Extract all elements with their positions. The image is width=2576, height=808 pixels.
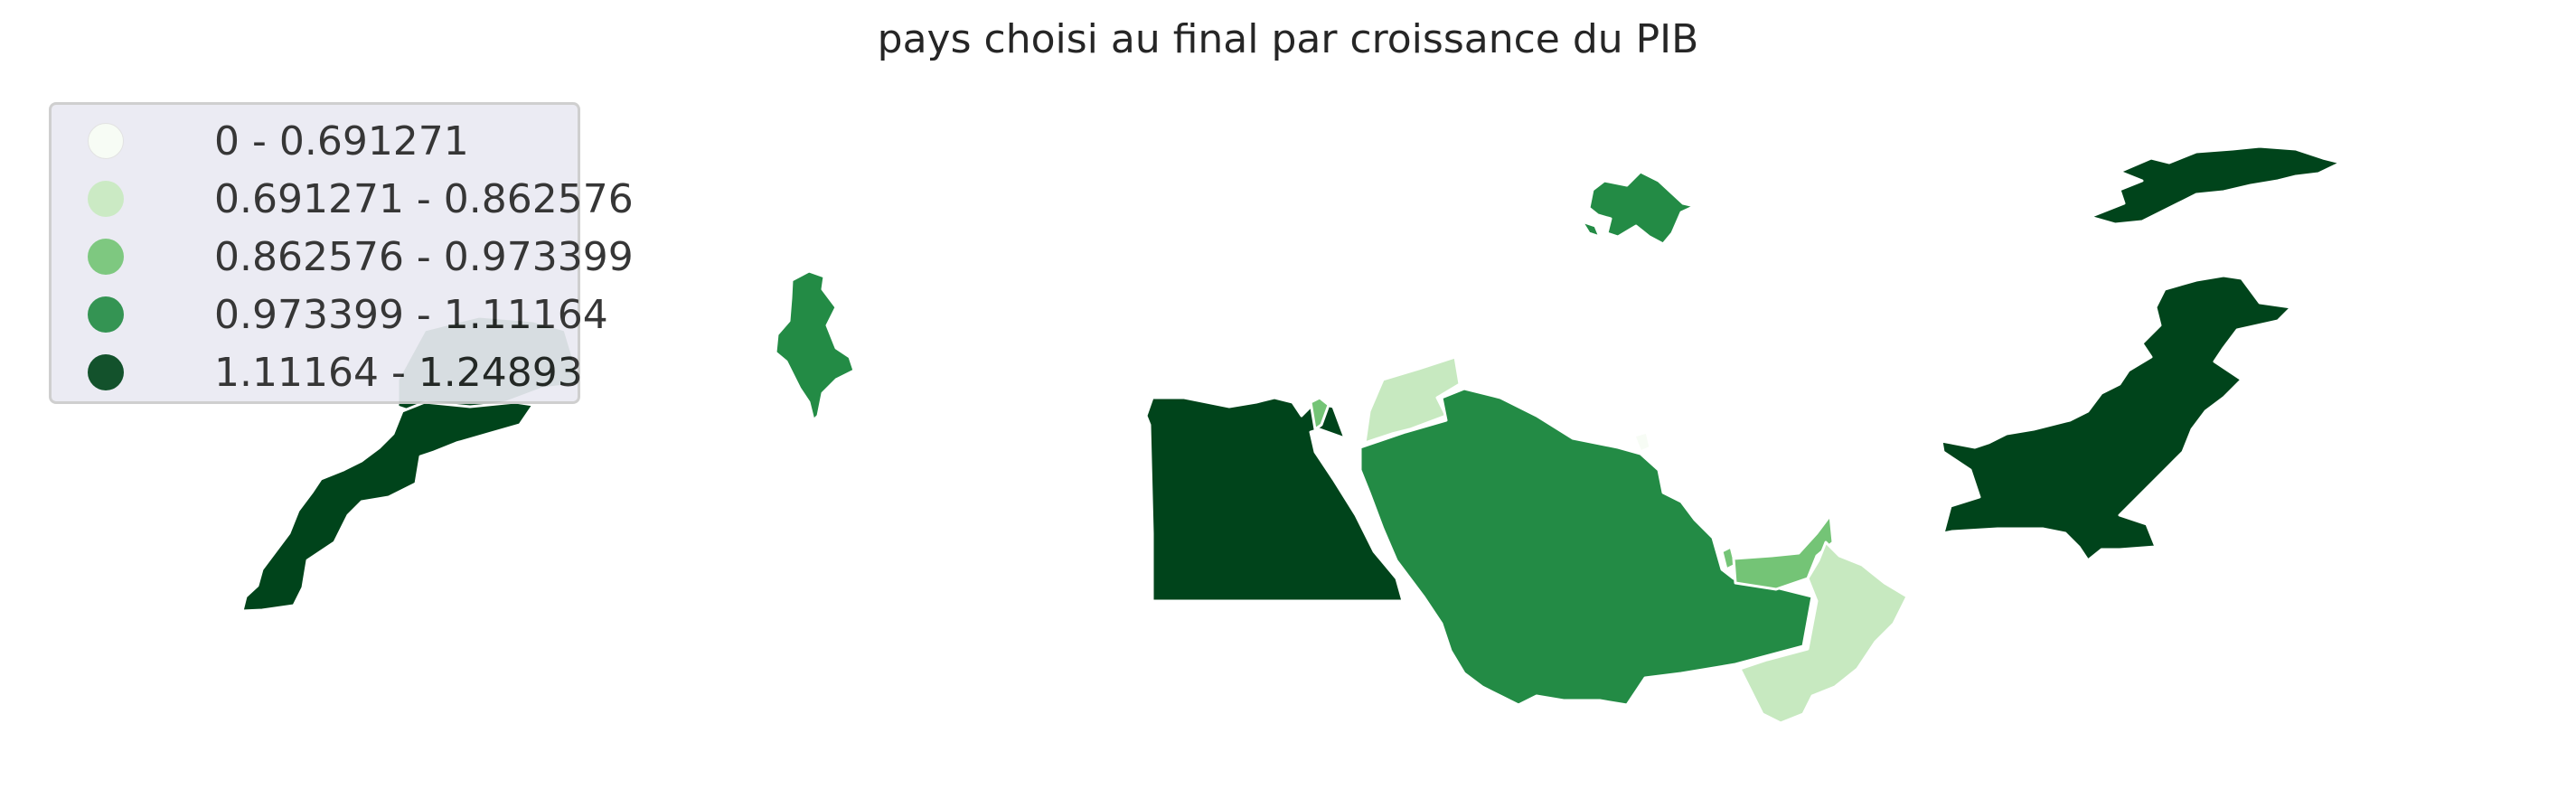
legend-label: 0.862576 - 0.973399 [214,233,634,280]
legend-item: 1.11164 - 1.24893 [88,345,583,399]
legend-item: 0 - 0.691271 [88,114,469,168]
legend-item: 0.691271 - 0.862576 [88,172,634,226]
legend-label: 0.973399 - 1.11164 [214,291,608,338]
region-azerbaijan [1580,170,1697,246]
region-morocco [240,400,535,613]
region-oman [1738,540,1909,725]
legend-swatch [88,181,124,217]
legend-label: 1.11164 - 1.24893 [214,349,583,396]
legend-label: 0.691271 - 0.862576 [214,175,634,222]
region-tunisia [774,269,856,422]
legend-swatch [88,123,124,159]
region-kazakhstan [2088,145,2343,226]
legend-label: 0 - 0.691271 [214,117,469,164]
region-saudi-arabia [1359,387,1814,707]
region-egypt [1144,396,1405,603]
legend-item: 0.973399 - 1.11164 [88,287,608,342]
map-legend: 0 - 0.691271 0.691271 - 0.862576 0.86257… [49,102,634,404]
legend-swatch [88,296,124,333]
region-uae [1732,513,1835,591]
legend-swatch [88,239,124,275]
legend-swatch [88,354,124,390]
map-title: pays choisi au final par croissance du P… [877,16,1699,62]
region-kuwait [1632,430,1652,454]
legend-item: 0.862576 - 0.973399 [88,230,634,284]
region-pakistan [1940,274,2293,562]
region-israel [1309,396,1330,431]
